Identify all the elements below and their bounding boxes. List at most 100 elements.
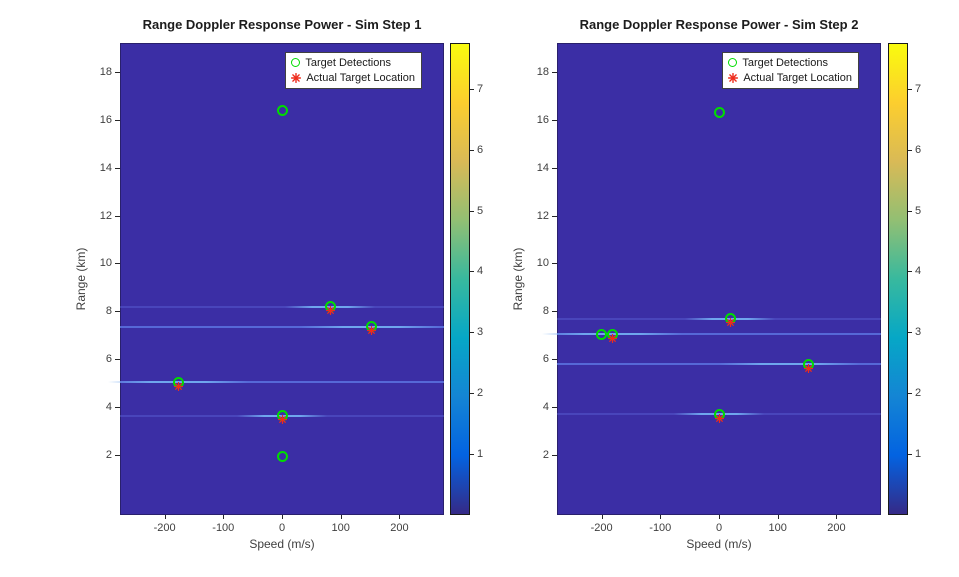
legend-item-actual-location: Actual Target Location	[728, 70, 852, 85]
colorbar-tick-label: 1	[477, 448, 484, 461]
colorbar-tick-mark	[908, 393, 912, 395]
legend-item-actual-location: Actual Target Location	[291, 70, 415, 85]
plot-title-step-1: Range Doppler Response Power - Sim Step …	[142, 17, 422, 32]
x-tick-label: 0	[715, 522, 723, 534]
y-tick-mark	[115, 407, 120, 409]
legend-label: Target Detections	[305, 56, 391, 69]
colorbar-tick-label: 4	[915, 265, 922, 278]
rdr-plot-area-step-2: Target Detections Actual Target Location	[542, 43, 881, 515]
x-tick-label: 100	[768, 522, 787, 534]
y-tick-label: 10	[99, 257, 112, 270]
red-asterisk-marker-icon	[291, 72, 302, 83]
green-circle-marker-icon	[291, 58, 301, 67]
y-tick-mark	[115, 167, 120, 169]
x-tick-label: -100	[649, 522, 672, 534]
y-tick-label: 14	[99, 161, 112, 174]
x-tick-mark	[777, 515, 779, 519]
y-tick-mark	[552, 215, 557, 217]
detection-marker	[596, 328, 608, 340]
colorbar-tick-mark	[470, 149, 474, 151]
x-tick-mark	[601, 515, 603, 519]
red-asterisk-marker-icon	[728, 72, 739, 83]
colorbar-tick-mark	[470, 393, 474, 395]
legend-step-2: Target Detections Actual Target Location	[722, 52, 859, 89]
x-axis-label-step-1: Speed (m/s)	[249, 537, 315, 551]
colorbar-tick-mark	[908, 332, 912, 334]
range-streak	[557, 333, 881, 336]
colorbar-tick-mark	[470, 210, 474, 212]
x-tick-mark	[164, 515, 166, 519]
y-tick-label: 18	[99, 65, 112, 78]
x-tick-label: -200	[153, 522, 176, 534]
x-tick-mark	[836, 515, 838, 519]
colorbar-tick-label: 2	[915, 387, 922, 400]
colorbar-tick-mark	[908, 454, 912, 456]
actual-target-marker	[173, 378, 183, 391]
y-tick-mark	[552, 407, 557, 409]
y-tick-label: 6	[105, 353, 112, 366]
x-axis-label-step-2: Speed (m/s)	[686, 537, 752, 551]
colorbar-tick-mark	[470, 332, 474, 334]
y-tick-mark	[115, 311, 120, 313]
colorbar-tick-label: 1	[915, 448, 922, 461]
legend-item-detections: Target Detections	[728, 55, 852, 70]
x-tick-label: -100	[212, 522, 235, 534]
y-tick-label: 12	[536, 209, 549, 222]
y-tick-mark	[552, 311, 557, 313]
y-tick-label: 8	[542, 305, 549, 318]
x-tick-mark	[660, 515, 662, 519]
x-tick-mark	[340, 515, 342, 519]
range-streak	[120, 325, 444, 328]
colorbar-tick-label: 3	[915, 326, 922, 339]
y-tick-mark	[552, 167, 557, 169]
y-tick-label: 8	[105, 305, 112, 318]
x-tick-label: 200	[390, 522, 409, 534]
y-tick-mark	[115, 455, 120, 457]
y-tick-mark	[552, 359, 557, 361]
x-tick-label: -200	[590, 522, 613, 534]
y-tick-mark	[552, 119, 557, 121]
actual-target-marker	[366, 322, 376, 336]
y-tick-label: 16	[536, 113, 549, 126]
colorbar-tick-label: 6	[477, 143, 484, 156]
colorbar-tick-label: 7	[915, 82, 922, 95]
detection-marker	[713, 107, 725, 118]
colorbar-tick-label: 5	[477, 204, 484, 217]
colorbar-tick-mark	[470, 88, 474, 90]
y-tick-label: 6	[542, 353, 549, 366]
legend-label: Actual Target Location	[306, 71, 415, 84]
actual-target-marker	[714, 410, 724, 423]
x-tick-mark	[223, 515, 225, 519]
actual-target-marker	[277, 411, 287, 425]
y-tick-mark	[115, 263, 120, 265]
y-tick-label: 4	[105, 401, 112, 414]
y-tick-mark	[115, 359, 120, 361]
x-tick-mark	[719, 515, 720, 519]
colorbar-tick-label: 5	[915, 204, 922, 217]
y-tick-label: 10	[536, 257, 549, 270]
legend-step-1: Target Detections Actual Target Location	[285, 52, 422, 89]
y-tick-label: 4	[542, 401, 549, 414]
x-tick-mark	[399, 515, 401, 519]
range-streak-hotspot	[719, 363, 860, 366]
colorbar-tick-mark	[908, 149, 912, 151]
y-tick-label: 18	[536, 65, 549, 78]
y-tick-mark	[115, 71, 120, 73]
y-tick-mark	[552, 455, 557, 457]
colorbar-tick-mark	[470, 454, 474, 456]
colorbar-tick-label: 7	[477, 82, 484, 95]
actual-target-marker	[607, 330, 617, 343]
colorbar-step-2	[888, 43, 908, 515]
y-tick-label: 16	[99, 113, 112, 126]
colorbar-step-1	[450, 43, 470, 515]
green-circle-marker-icon	[728, 58, 738, 67]
colorbar-tick-label: 2	[477, 387, 484, 400]
y-tick-label: 12	[99, 209, 112, 222]
y-tick-mark	[115, 215, 120, 217]
rdr-plot-area-step-1: Target Detections Actual Target Location	[108, 43, 444, 515]
y-tick-mark	[115, 119, 120, 121]
y-tick-label: 14	[536, 161, 549, 174]
y-tick-label: 2	[105, 449, 112, 462]
colorbar-tick-mark	[470, 271, 474, 273]
